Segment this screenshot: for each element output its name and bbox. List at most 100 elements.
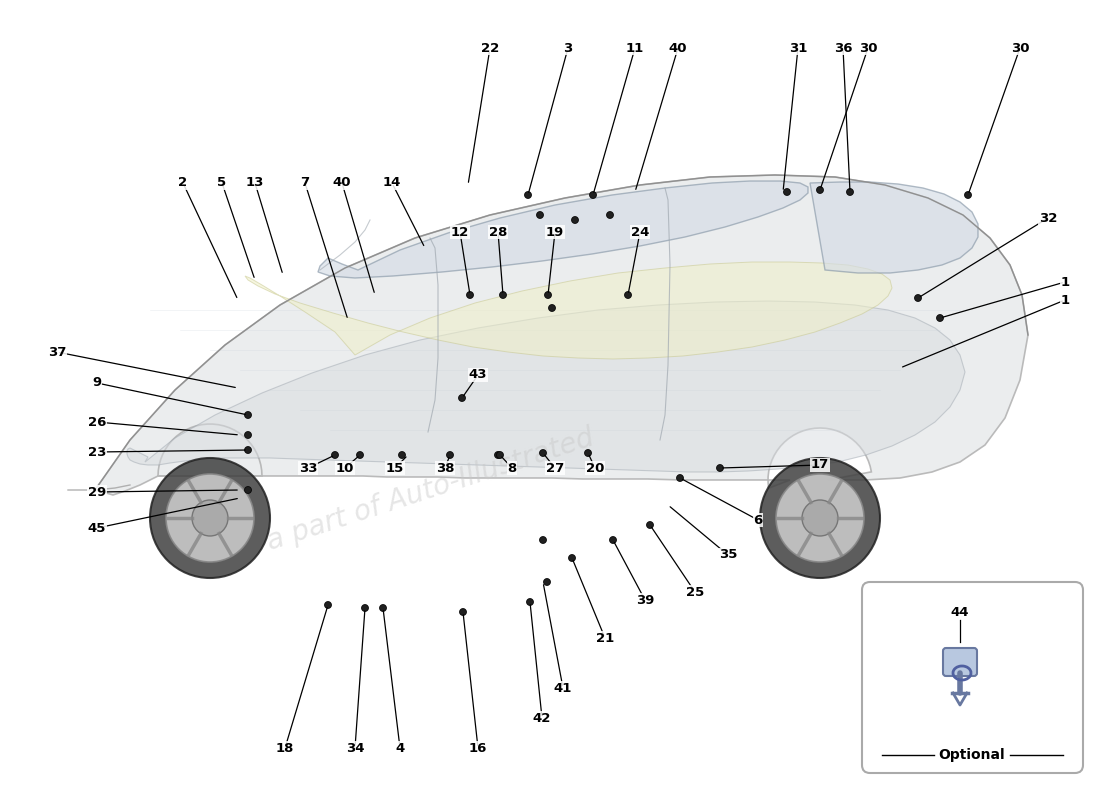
Text: 33: 33 xyxy=(299,462,317,474)
Circle shape xyxy=(847,189,854,195)
FancyBboxPatch shape xyxy=(943,648,977,676)
Circle shape xyxy=(244,431,252,438)
Text: 22: 22 xyxy=(481,42,499,54)
FancyBboxPatch shape xyxy=(862,582,1084,773)
Polygon shape xyxy=(810,182,978,273)
Text: 38: 38 xyxy=(436,462,454,474)
Text: 1: 1 xyxy=(1060,294,1069,306)
Circle shape xyxy=(466,291,473,298)
Circle shape xyxy=(543,578,550,586)
Circle shape xyxy=(625,291,631,298)
Text: 1: 1 xyxy=(1060,275,1069,289)
Circle shape xyxy=(495,451,502,458)
Circle shape xyxy=(459,394,465,402)
Circle shape xyxy=(499,291,506,298)
Circle shape xyxy=(802,500,838,536)
Circle shape xyxy=(398,451,406,458)
Text: 32: 32 xyxy=(1038,211,1057,225)
Circle shape xyxy=(716,465,724,471)
Text: 37: 37 xyxy=(47,346,66,358)
Text: 13: 13 xyxy=(245,177,264,190)
Circle shape xyxy=(590,191,596,198)
Circle shape xyxy=(150,458,270,578)
Circle shape xyxy=(544,291,551,298)
Circle shape xyxy=(447,451,453,458)
Text: 44: 44 xyxy=(950,606,969,618)
Circle shape xyxy=(676,474,683,482)
Circle shape xyxy=(584,450,592,457)
Text: 9: 9 xyxy=(92,377,101,390)
Text: Optional: Optional xyxy=(938,748,1005,762)
Text: 30: 30 xyxy=(1011,42,1030,54)
Circle shape xyxy=(760,458,880,578)
Circle shape xyxy=(324,602,331,609)
Circle shape xyxy=(356,451,363,458)
Text: 4: 4 xyxy=(395,742,405,754)
Circle shape xyxy=(244,446,252,454)
Text: 16: 16 xyxy=(469,742,487,754)
Text: 35: 35 xyxy=(718,549,737,562)
Text: 5: 5 xyxy=(218,177,227,190)
Text: 10: 10 xyxy=(336,462,354,474)
Circle shape xyxy=(537,211,543,218)
Polygon shape xyxy=(95,175,1028,495)
Text: a part of Auto-Illustrated: a part of Auto-Illustrated xyxy=(263,424,597,556)
Circle shape xyxy=(460,609,466,615)
Circle shape xyxy=(549,305,556,311)
Circle shape xyxy=(783,189,791,195)
Text: 28: 28 xyxy=(488,226,507,238)
Circle shape xyxy=(606,211,614,218)
Text: 27: 27 xyxy=(546,462,564,474)
Text: 18: 18 xyxy=(276,742,294,754)
Circle shape xyxy=(776,474,864,562)
Text: 14: 14 xyxy=(383,177,402,190)
Text: 20: 20 xyxy=(586,462,604,474)
Text: 36: 36 xyxy=(834,42,852,54)
Circle shape xyxy=(244,486,252,494)
Circle shape xyxy=(496,451,504,458)
Text: 8: 8 xyxy=(507,462,517,474)
Text: 31: 31 xyxy=(789,42,807,54)
Text: 40: 40 xyxy=(669,42,688,54)
Text: 39: 39 xyxy=(636,594,654,606)
Circle shape xyxy=(816,186,824,194)
Circle shape xyxy=(609,537,616,543)
Circle shape xyxy=(936,314,944,322)
Circle shape xyxy=(525,191,531,198)
Text: 3: 3 xyxy=(563,42,573,54)
Polygon shape xyxy=(245,262,892,359)
Text: 15: 15 xyxy=(386,462,404,474)
Circle shape xyxy=(527,598,534,606)
Circle shape xyxy=(331,451,339,458)
Circle shape xyxy=(914,294,922,302)
Polygon shape xyxy=(318,181,808,278)
Text: 11: 11 xyxy=(626,42,645,54)
Text: 42: 42 xyxy=(532,711,551,725)
Circle shape xyxy=(569,554,575,562)
Text: 24: 24 xyxy=(630,226,649,238)
Circle shape xyxy=(647,522,653,529)
Text: 34: 34 xyxy=(345,742,364,754)
Text: 41: 41 xyxy=(553,682,572,694)
Text: 23: 23 xyxy=(88,446,107,458)
Circle shape xyxy=(192,500,228,536)
Text: 12: 12 xyxy=(451,226,469,238)
Text: 25: 25 xyxy=(686,586,704,598)
Text: 21: 21 xyxy=(596,631,614,645)
Text: 17: 17 xyxy=(811,458,829,471)
Circle shape xyxy=(539,450,547,457)
Polygon shape xyxy=(126,301,965,472)
Text: 7: 7 xyxy=(300,177,309,190)
Circle shape xyxy=(965,191,971,198)
Text: 43: 43 xyxy=(469,369,487,382)
Circle shape xyxy=(379,605,386,611)
Text: 19: 19 xyxy=(546,226,564,238)
Circle shape xyxy=(362,605,369,611)
Text: 30: 30 xyxy=(859,42,878,54)
Circle shape xyxy=(244,411,252,418)
Circle shape xyxy=(572,217,579,223)
Circle shape xyxy=(166,474,254,562)
Circle shape xyxy=(539,537,547,543)
Text: 6: 6 xyxy=(754,514,762,526)
Text: 2: 2 xyxy=(178,177,188,190)
